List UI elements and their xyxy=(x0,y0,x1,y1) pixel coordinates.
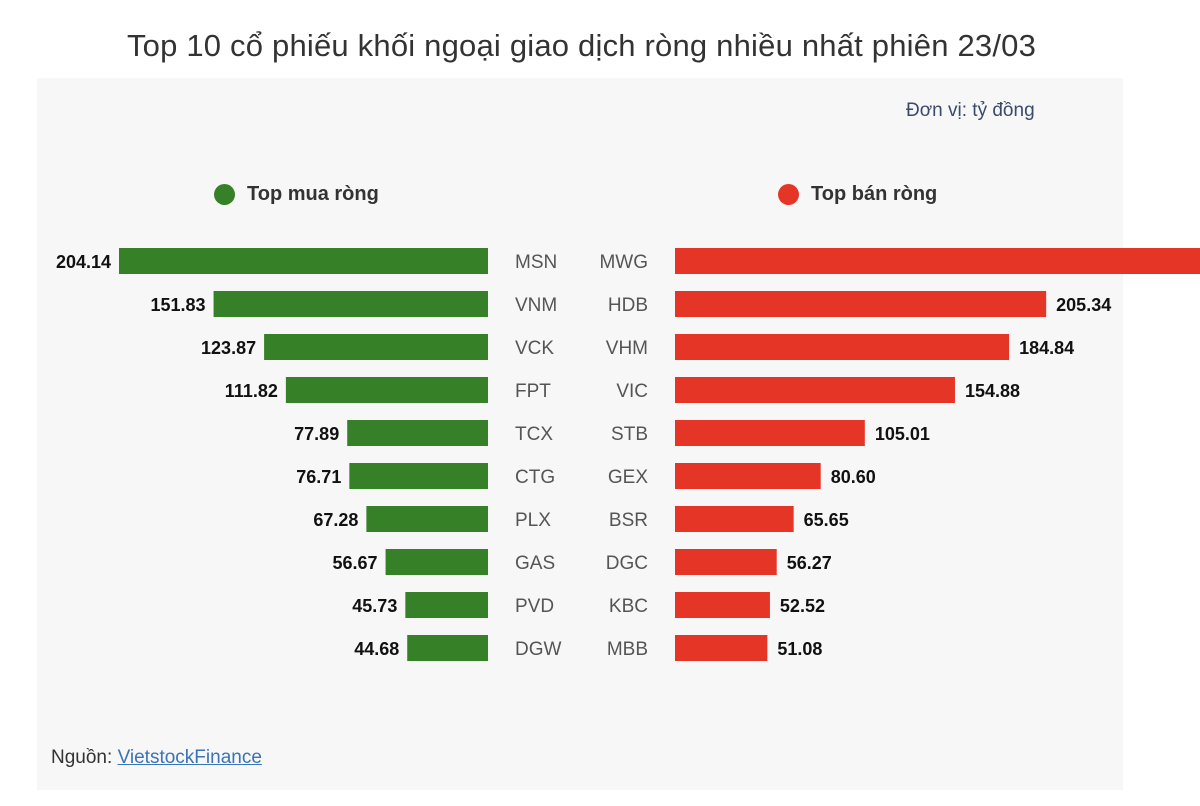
buy-ticker-label: TCX xyxy=(515,424,553,445)
unit-label: Đơn vị: tỷ đồng xyxy=(906,100,1035,121)
buy-bar-msn xyxy=(119,248,488,274)
sell-bar-kbc xyxy=(675,592,770,618)
legend-buy-label: Top mua ròng xyxy=(247,183,379,205)
buy-bar-fpt xyxy=(285,377,488,403)
buy-value-label: 123.87 xyxy=(201,338,256,358)
buy-bar-dgw xyxy=(407,635,488,661)
buy-bar-gas xyxy=(385,549,488,575)
buy-value-label: 111.82 xyxy=(225,381,278,401)
sell-bar-bsr xyxy=(675,506,794,532)
buy-bar-vck xyxy=(264,334,488,360)
buy-ticker-label: VNM xyxy=(515,295,557,316)
sell-value-label: 205.34 xyxy=(1056,295,1111,315)
sell-bar-mwg xyxy=(675,248,1200,274)
sell-value-label: 51.08 xyxy=(777,639,822,659)
sell-value-label: 52.52 xyxy=(780,596,825,616)
buy-ticker-label: PLX xyxy=(515,510,551,531)
sell-bar-vhm xyxy=(675,334,1010,360)
sell-value-label: 154.88 xyxy=(965,381,1020,401)
source-prefix: Nguồn: xyxy=(51,747,113,768)
buy-value-label: 76.71 xyxy=(296,467,341,487)
buy-ticker-label: CTG xyxy=(515,467,555,488)
buy-ticker-label: FPT xyxy=(515,381,551,402)
sell-value-label: 184.84 xyxy=(1019,338,1074,358)
buy-value-label: 44.68 xyxy=(354,639,399,659)
sell-ticker-label: BSR xyxy=(609,510,648,531)
buy-value-label: 77.89 xyxy=(294,424,339,444)
sell-ticker-label: DGC xyxy=(606,553,648,574)
sell-ticker-label: STB xyxy=(611,424,648,445)
buy-bar-tcx xyxy=(347,420,488,446)
chart-title: Top 10 cổ phiếu khối ngoại giao dịch ròn… xyxy=(126,28,1037,63)
sell-bar-gex xyxy=(675,463,821,489)
buy-bar-vnm xyxy=(213,291,488,317)
buy-ticker-label: MSN xyxy=(515,252,557,273)
sell-bar-hdb xyxy=(675,291,1047,317)
legend-sell-dot xyxy=(778,184,799,205)
buy-bar-ctg xyxy=(349,463,488,489)
sell-bar-vic xyxy=(675,377,955,403)
sell-ticker-label: MBB xyxy=(607,639,648,660)
sell-value-label: 80.60 xyxy=(831,467,876,487)
buy-value-label: 45.73 xyxy=(352,596,397,616)
buy-value-label: 67.28 xyxy=(313,510,358,530)
source-line: Nguồn: VietstockFinance xyxy=(51,747,262,769)
sell-value-label: 65.65 xyxy=(804,510,849,530)
buy-value-label: 204.14 xyxy=(56,252,111,272)
buy-ticker-label: DGW xyxy=(515,639,562,660)
sell-ticker-label: VIC xyxy=(616,381,648,402)
sell-bar-stb xyxy=(675,420,865,446)
sell-value-label: 105.01 xyxy=(875,424,930,444)
sell-ticker-label: MWG xyxy=(599,252,648,273)
buy-bar-pvd xyxy=(405,592,488,618)
buy-ticker-label: VCK xyxy=(515,338,554,359)
sell-bar-mbb xyxy=(675,635,768,661)
sell-bar-dgc xyxy=(675,549,777,575)
sell-value-label: 56.27 xyxy=(787,553,832,573)
legend-buy-dot xyxy=(214,184,235,205)
legend-buy: Top mua ròng xyxy=(214,183,379,206)
source-link[interactable]: VietstockFinance xyxy=(117,747,262,768)
buy-ticker-label: PVD xyxy=(515,596,554,617)
buy-value-label: 151.83 xyxy=(150,295,205,315)
buy-value-label: 56.67 xyxy=(333,553,378,573)
sell-ticker-label: GEX xyxy=(608,467,648,488)
buy-ticker-label: GAS xyxy=(515,553,555,574)
buy-bar-plx xyxy=(366,506,488,532)
sell-ticker-label: KBC xyxy=(609,596,648,617)
legend-sell: Top bán ròng xyxy=(778,183,937,206)
sell-ticker-label: VHM xyxy=(606,338,648,359)
legend-sell-label: Top bán ròng xyxy=(811,183,938,205)
sell-ticker-label: HDB xyxy=(608,295,648,316)
